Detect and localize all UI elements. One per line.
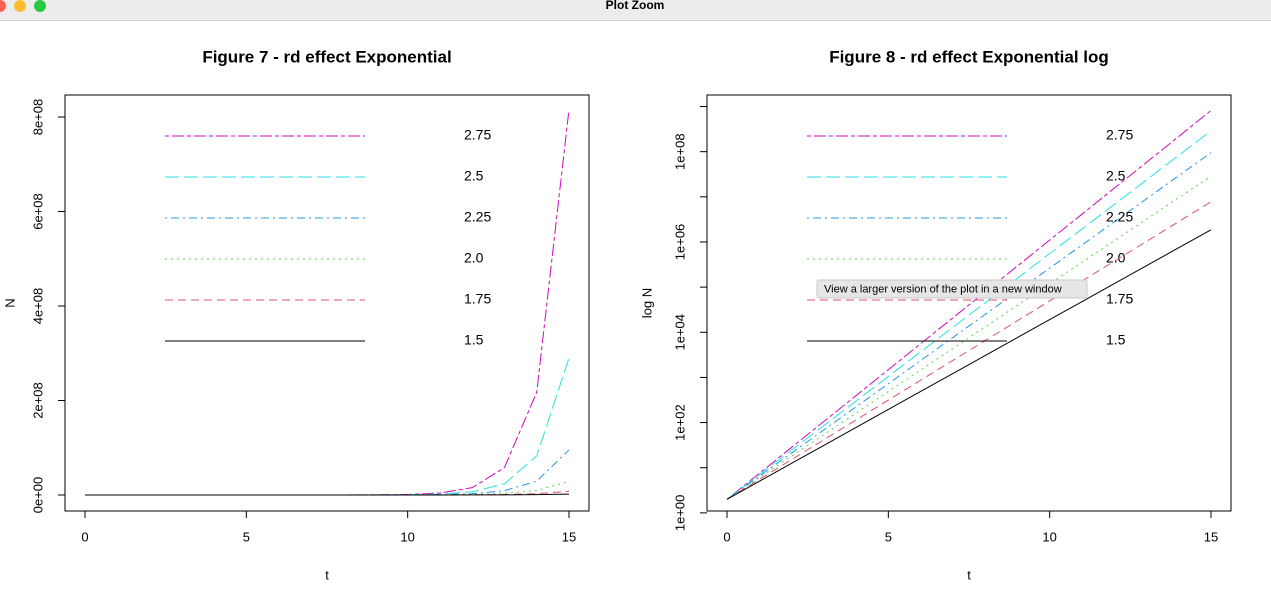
legend-label: 2.0 (464, 250, 484, 266)
chart-title: Figure 7 - rd effect Exponential (202, 47, 451, 66)
x-tick-label: 10 (400, 529, 414, 544)
window-title: Plot Zoom (606, 0, 665, 12)
y-axis-label: log N (639, 288, 654, 318)
legend-label: 1.5 (1106, 332, 1126, 348)
legend-label: 1.75 (1106, 291, 1133, 307)
x-tick-label: 15 (562, 529, 576, 544)
x-tick-label: 10 (1042, 529, 1056, 544)
series-line (726, 152, 1212, 500)
y-tick-label: 6e+08 (30, 193, 45, 230)
y-tick-label: 1e+08 (672, 133, 687, 170)
plot-box (64, 94, 590, 512)
zoom-button[interactable] (34, 0, 46, 12)
y-tick-label: 1e+00 (672, 495, 687, 532)
legend-label: 1.5 (464, 332, 484, 348)
series-line (85, 449, 570, 496)
tooltip: View a larger version of the plot in a n… (816, 279, 1088, 299)
y-tick-label: 1e+06 (672, 224, 687, 261)
x-tick-label: 0 (81, 529, 88, 544)
x-axis-label: t (967, 567, 971, 582)
series-line (85, 480, 570, 496)
plot-box (706, 94, 1232, 512)
close-button[interactable] (0, 0, 6, 12)
y-tick-label: 1e+04 (672, 314, 687, 351)
y-tick-label: 2e+08 (30, 382, 45, 419)
legend-label: 1.75 (464, 291, 491, 307)
series-line (726, 229, 1212, 500)
legend-label: 2.75 (1106, 127, 1133, 143)
series-line (726, 201, 1212, 500)
legend-label: 2.75 (464, 127, 491, 143)
legend-label: 2.5 (1106, 168, 1126, 184)
legend-label: 2.25 (1106, 209, 1133, 225)
y-tick-label: 1e+02 (672, 404, 687, 441)
series-line (85, 493, 570, 496)
x-axis-label: t (325, 567, 329, 582)
plots: Figure 7 - rd effect Exponential t N 0 5 10 15… (2, 47, 1232, 582)
x-tick-label: 15 (1204, 529, 1218, 544)
y-tick-label: 0e+00 (30, 477, 45, 514)
series-line (85, 357, 570, 496)
legend-label: 2.5 (464, 168, 484, 184)
series-line (726, 175, 1212, 500)
tooltip-box (816, 279, 1088, 299)
y-axis-label: N (2, 298, 17, 307)
series-line (85, 109, 570, 496)
title-bar (0, 0, 1271, 20)
minimize-button[interactable] (14, 0, 26, 12)
y-tick-label: 4e+08 (30, 288, 45, 325)
x-tick-label: 0 (723, 529, 730, 544)
x-tick-label: 5 (885, 529, 892, 544)
chart-title: Figure 8 - rd effect Exponential log (829, 47, 1109, 66)
legend-label: 2.25 (464, 209, 491, 225)
y-tick-label: 8e+08 (30, 99, 45, 136)
legend-label: 2.0 (1106, 250, 1126, 266)
x-tick-label: 5 (243, 529, 250, 544)
tooltip-text: View a larger version of the plot in a n… (824, 283, 1062, 295)
series-line (726, 130, 1212, 500)
series-line (726, 110, 1212, 500)
